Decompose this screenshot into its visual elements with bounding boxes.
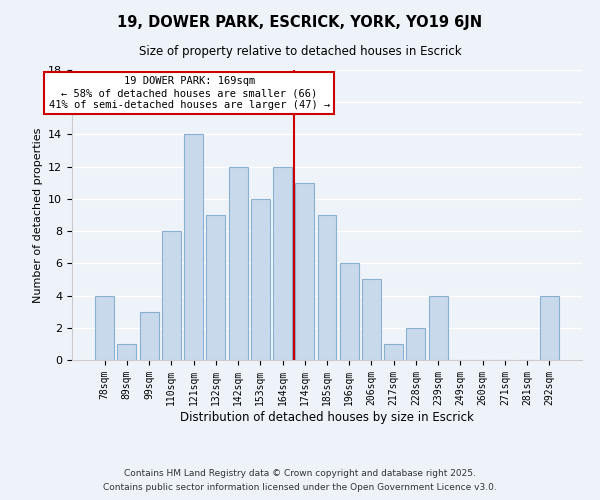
Bar xyxy=(295,183,314,360)
Bar xyxy=(118,344,136,360)
Text: 19 DOWER PARK: 169sqm
← 58% of detached houses are smaller (66)
41% of semi-deta: 19 DOWER PARK: 169sqm ← 58% of detached … xyxy=(49,76,330,110)
Bar xyxy=(384,344,403,360)
Y-axis label: Number of detached properties: Number of detached properties xyxy=(32,128,43,302)
Text: Contains public sector information licensed under the Open Government Licence v3: Contains public sector information licen… xyxy=(103,484,497,492)
Bar xyxy=(317,215,337,360)
Bar xyxy=(540,296,559,360)
Text: 19, DOWER PARK, ESCRICK, YORK, YO19 6JN: 19, DOWER PARK, ESCRICK, YORK, YO19 6JN xyxy=(118,15,482,30)
Bar xyxy=(95,296,114,360)
Bar xyxy=(229,166,248,360)
Bar xyxy=(362,280,381,360)
X-axis label: Distribution of detached houses by size in Escrick: Distribution of detached houses by size … xyxy=(180,410,474,424)
Bar xyxy=(251,199,270,360)
Bar xyxy=(140,312,158,360)
Bar xyxy=(184,134,203,360)
Text: Contains HM Land Registry data © Crown copyright and database right 2025.: Contains HM Land Registry data © Crown c… xyxy=(124,468,476,477)
Bar xyxy=(206,215,225,360)
Bar xyxy=(340,264,359,360)
Bar xyxy=(273,166,292,360)
Bar xyxy=(406,328,425,360)
Bar xyxy=(429,296,448,360)
Text: Size of property relative to detached houses in Escrick: Size of property relative to detached ho… xyxy=(139,45,461,58)
Bar xyxy=(162,231,181,360)
